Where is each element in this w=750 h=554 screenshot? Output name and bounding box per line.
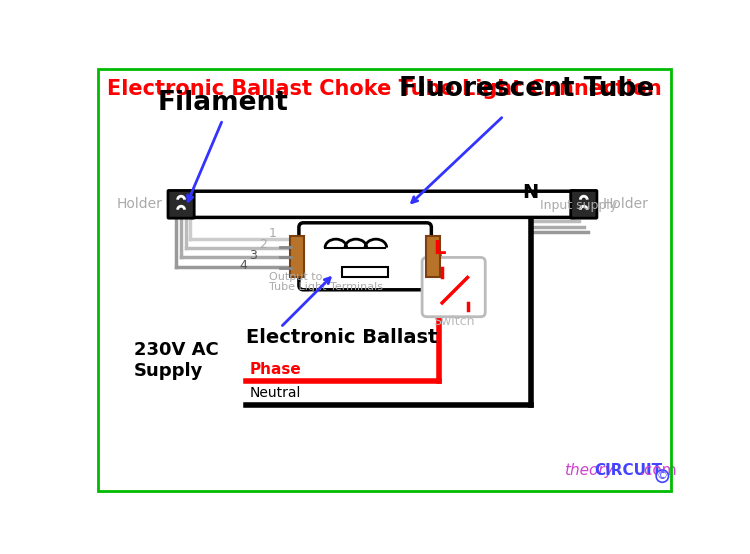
Text: Filament: Filament [158,90,288,116]
Text: .com: .com [639,463,676,478]
Circle shape [656,470,668,483]
Text: 3: 3 [250,249,257,261]
Text: ©: © [657,471,668,481]
FancyBboxPatch shape [290,236,304,276]
FancyBboxPatch shape [168,191,194,218]
Text: Neutral: Neutral [250,386,301,400]
Text: 4: 4 [239,259,248,273]
Text: 1: 1 [268,227,277,240]
Text: N: N [523,183,538,202]
Text: Holder: Holder [602,197,648,211]
FancyBboxPatch shape [189,191,576,217]
FancyBboxPatch shape [426,236,439,276]
Text: 230V AC
Supply: 230V AC Supply [134,341,219,380]
Text: Switch: Switch [433,315,475,328]
Text: L: L [433,239,445,258]
Text: Holder: Holder [117,197,163,211]
Text: Fluorescent Tube: Fluorescent Tube [399,76,655,102]
Text: 2: 2 [260,238,267,251]
Text: Electronic Ballast Choke Tube Light Connection: Electronic Ballast Choke Tube Light Conn… [107,79,662,99]
Text: Phase: Phase [250,362,302,377]
Text: Tube Light Terminals: Tube Light Terminals [268,283,382,293]
Bar [342,266,388,278]
Text: Electronic Ballast: Electronic Ballast [246,327,437,346]
Text: CIRCUIT: CIRCUIT [595,463,663,478]
Text: Input supply: Input supply [540,199,617,212]
FancyBboxPatch shape [422,258,485,317]
Text: Output to: Output to [268,273,322,283]
FancyBboxPatch shape [571,191,597,218]
Text: theory: theory [564,463,614,478]
FancyBboxPatch shape [299,223,431,290]
